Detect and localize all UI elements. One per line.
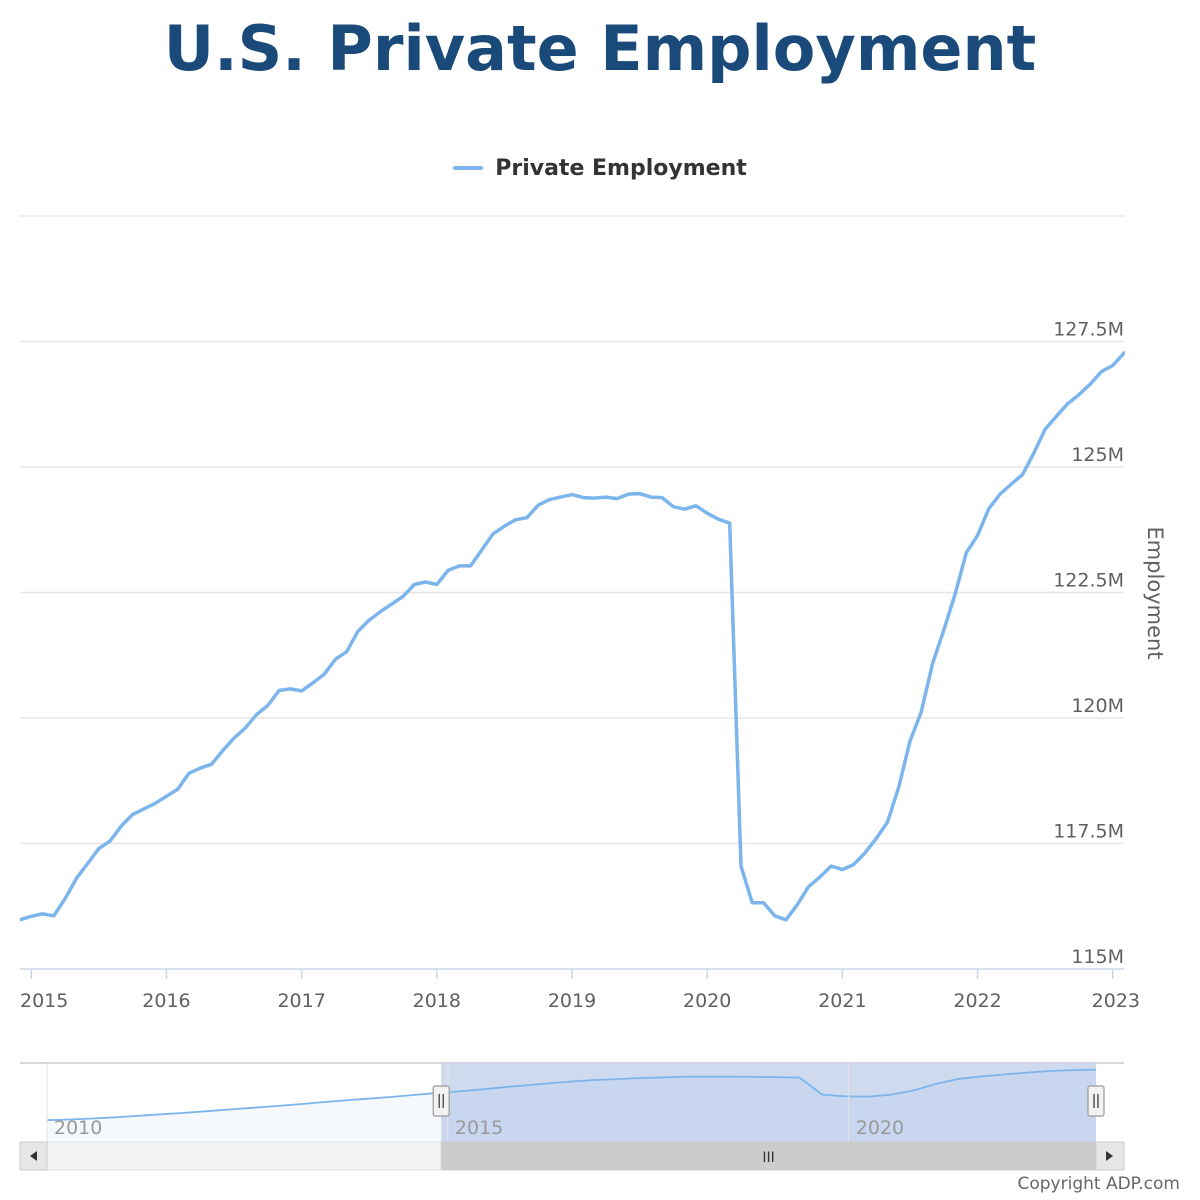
copyright-text[interactable]: Copyright ADP.com	[1017, 1174, 1180, 1194]
x-tick-label: 2018	[413, 990, 461, 1012]
scrollbar-grip: III	[762, 1150, 774, 1166]
y-tick-label: 127.5M	[1053, 319, 1124, 341]
scroll-right-button[interactable]	[1095, 1141, 1125, 1171]
y-tick-label: 120M	[1071, 695, 1124, 717]
y-axis: 115M 117.5M 120M 122.5M 125M 127.5M Employment	[1053, 319, 1167, 969]
x-tick-label: 2019	[548, 990, 596, 1012]
y-tick-label: 117.5M	[1053, 821, 1124, 843]
x-tick-label: 2022	[953, 990, 1001, 1012]
scrollbar-thumb[interactable]	[440, 1141, 1097, 1171]
y-tick-label: 115M	[1071, 946, 1124, 968]
arrow-right-icon	[1106, 1151, 1113, 1161]
x-tick-label: 2023	[1092, 990, 1140, 1012]
navigator-series-area	[47, 1069, 1096, 1142]
legend-swatch	[453, 166, 484, 170]
plot	[20, 351, 1125, 922]
legend-item[interactable]: Private Employment	[453, 156, 747, 181]
navigator[interactable]: 2010 2015 2020 III	[19, 1062, 1125, 1171]
x-axis: 2015 2016 2017 2018 2019 2020 2021 2022 2023	[20, 968, 1140, 1012]
chart-title: U.S. Private Employment	[163, 12, 1037, 85]
navigator-series-line	[46, 1068, 1097, 1122]
scroll-left-button[interactable]	[19, 1141, 48, 1171]
x-tick-label: 2020	[683, 990, 731, 1012]
series-line-private-employment[interactable]	[20, 351, 1125, 922]
x-tick-label: 2016	[142, 990, 190, 1012]
y-tick-label: 122.5M	[1053, 570, 1124, 592]
legend[interactable]: Private Employment	[0, 155, 1200, 181]
x-tick-label: 2021	[818, 990, 866, 1012]
navigator-handle-right[interactable]	[1087, 1085, 1105, 1117]
navigator-label: 2020	[856, 1117, 904, 1139]
gridlines	[20, 215, 1124, 845]
legend-label: Private Employment	[495, 155, 747, 181]
x-tick-label: 2017	[277, 990, 325, 1012]
navigator-label: 2015	[455, 1117, 503, 1139]
navigator-label: 2010	[54, 1117, 102, 1139]
x-tick-label: 2015	[20, 990, 68, 1012]
arrow-left-icon	[30, 1151, 37, 1161]
navigator-handle-left[interactable]	[432, 1085, 450, 1117]
y-tick-label: 125M	[1071, 444, 1124, 466]
y-axis-title: Employment	[1143, 526, 1167, 659]
